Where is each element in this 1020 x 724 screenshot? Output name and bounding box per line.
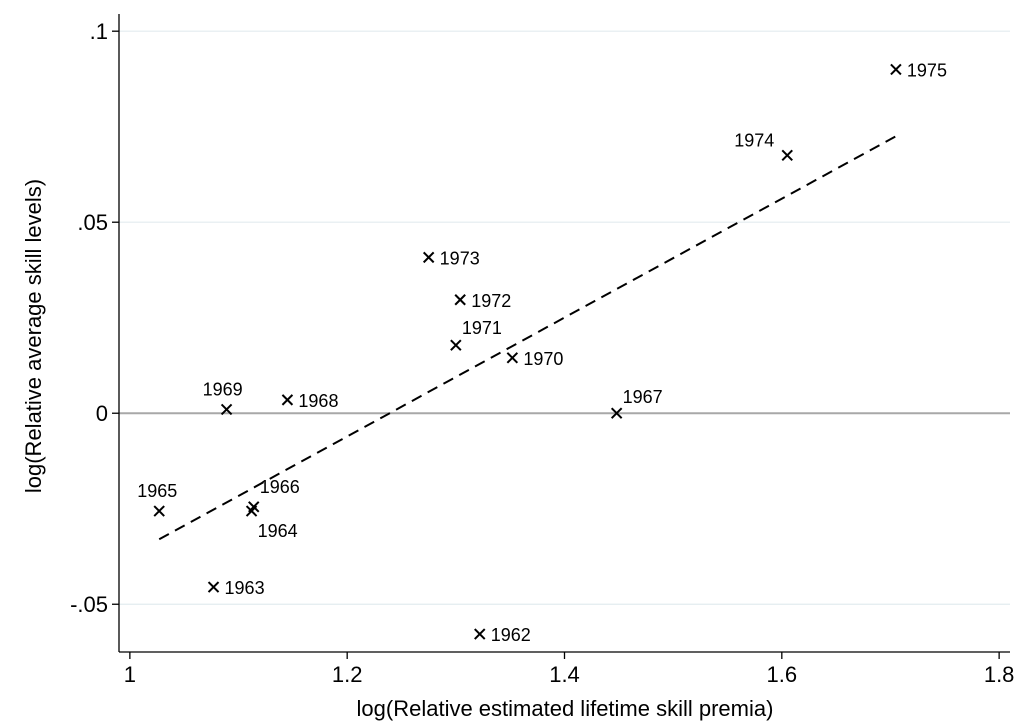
point-label: 1971 [462,318,502,338]
point-marker [207,581,220,593]
x-tick-label: 1.8 [984,662,1015,687]
point-label: 1970 [523,349,563,369]
x-tick-label: 1 [124,662,136,687]
point-marker [248,501,260,513]
data-point: 1966 [248,477,300,513]
point-label: 1962 [491,625,531,645]
point-label: 1964 [258,521,298,541]
data-point: 1973 [422,248,480,268]
point-marker [890,63,902,76]
data-point: 1975 [890,60,947,80]
y-tick-label: .1 [90,19,108,44]
point-marker [450,339,462,351]
data-point: 1968 [281,391,338,411]
data-point: 1971 [450,318,502,351]
fit-line-group [158,135,897,541]
point-label: 1965 [137,481,177,501]
point-marker [781,149,793,162]
axes: -.05 0 .05 .1 1 1.2 1.4 1.6 1.8 [70,14,1014,687]
data-point: 1965 [137,481,177,517]
point-label: 1972 [471,291,511,311]
x-tick-label: 1.4 [549,662,580,687]
point-marker [454,294,466,306]
data-point: 1974 [734,130,793,162]
data-point: 1964 [245,505,298,541]
data-point: 1962 [474,625,531,645]
point-marker [506,352,519,364]
point-label: 1966 [260,477,300,497]
x-tick-label: 1.6 [767,662,798,687]
gridlines [119,30,1010,605]
point-label: 1975 [907,60,947,80]
y-tick-label: -.05 [70,592,108,617]
data-point: 1972 [454,291,511,311]
y-tick-label: 0 [96,401,108,426]
point-label: 1973 [440,248,480,268]
data-point: 1969 [203,379,243,416]
fitted-line [158,135,897,541]
point-marker [422,251,435,264]
point-label: 1974 [734,130,774,150]
x-axis-title: log(Relative estimated lifetime skill pr… [357,696,774,721]
point-label: 1967 [623,387,663,407]
data-point: 1963 [207,578,265,598]
data-point: 1967 [610,387,663,419]
data-points: 1962 1963 1964 1965 1966 1967 1968 1969 1970 1971… [137,60,947,645]
y-tick-label: .05 [77,210,108,235]
point-label: 1969 [203,379,243,399]
point-marker [281,394,294,406]
point-marker [474,628,486,640]
data-point: 1970 [506,349,563,369]
y-axis-title: log(Relative average skill levels) [21,179,46,493]
point-label: 1968 [298,391,338,411]
x-tick-label: 1.2 [332,662,363,687]
point-marker [610,407,623,419]
point-marker [153,505,165,517]
point-marker [220,403,233,416]
point-label: 1963 [225,578,265,598]
